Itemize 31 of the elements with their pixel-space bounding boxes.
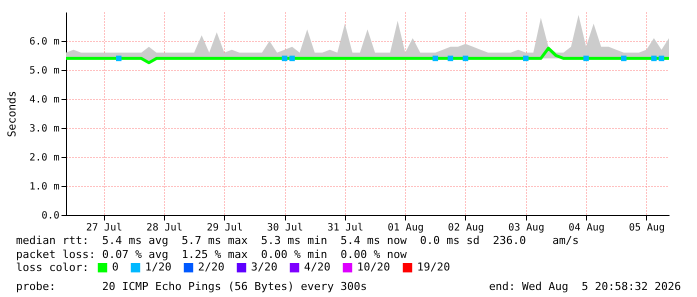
legend-label: 10/20	[357, 260, 390, 274]
text: packet loss: 0.07 % avg 1.25 % max 0.00 % min 0.00 % now	[16, 248, 407, 261]
line-series	[64, 46, 670, 64]
legend-label: 1/20	[145, 260, 172, 274]
legend-label: 3/20	[251, 260, 278, 274]
y-tick-label: 1.0 m	[29, 182, 60, 192]
y-tick-label: 3.0 m	[29, 124, 60, 134]
x-tick-label: 05 Aug	[628, 222, 665, 234]
x-tick-label: 03 Aug	[508, 222, 544, 234]
text: probe: 20 ICMP Echo Pings (56 Bytes) every 300s	[16, 280, 367, 293]
legend-title: loss color:	[16, 261, 89, 274]
y-axis-title: Seconds	[5, 90, 18, 138]
y-tick-label: 6.0 m	[29, 36, 60, 48]
x-tick-label: 02 Aug	[448, 222, 484, 234]
text: median rtt: 5.4 ms avg 5.7 ms max 5.3 ms min 5.4 ms now 0.0 ms sd 236.0 am/s	[16, 234, 579, 247]
y-tick-label: 0.0	[41, 210, 60, 222]
x-tick-label: 29 Jul	[206, 222, 243, 234]
y-tick-label: 5.0 m	[29, 66, 60, 76]
x-tick-label: 01 Aug	[388, 222, 424, 234]
y-tick-label: 4.0 m	[29, 94, 60, 106]
y-tick-label: 2.0 m	[29, 152, 60, 164]
legend-label: 19/20	[417, 260, 450, 274]
text: end: Wed Aug 5 20:58:32 2026	[488, 280, 681, 293]
x-tick-label: 04 Aug	[568, 222, 605, 234]
x-tick-label: 27 Jul	[86, 222, 122, 234]
x-tick-label: 28 Jul	[146, 222, 183, 234]
x-tick-label: 31 Jul	[327, 222, 364, 234]
x-tick-label: 30 Jul	[267, 222, 304, 234]
legend-label: 0	[112, 260, 119, 274]
legend-label: 4/20	[304, 260, 330, 274]
legend-label: 2/20	[198, 260, 224, 274]
